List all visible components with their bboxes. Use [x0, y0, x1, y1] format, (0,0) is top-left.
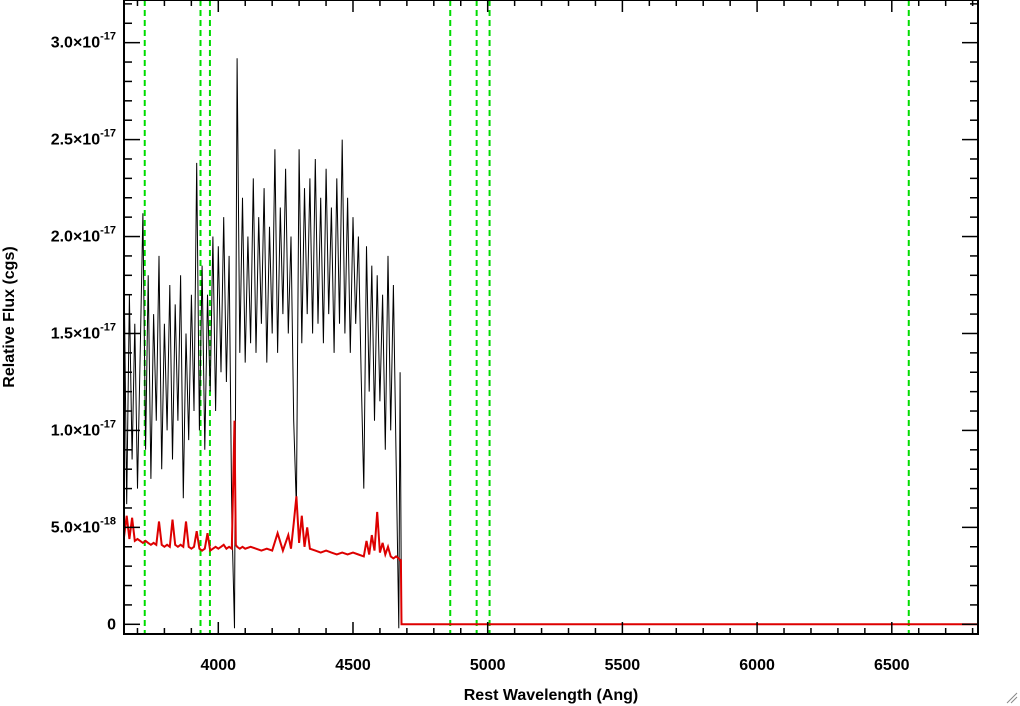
x-tick-label: 6000	[739, 657, 775, 674]
y-tick-label: 1.5×10-17	[51, 321, 116, 342]
plot-frame	[123, 0, 979, 635]
y-tick-label: 0	[107, 616, 116, 633]
x-tick-label: 5000	[470, 657, 506, 674]
y-tick-label: 2.5×10-17	[51, 128, 116, 149]
x-tick-label: 6500	[874, 657, 910, 674]
x-axis-label: Rest Wavelength (Ang)	[464, 687, 639, 704]
resize-grip-icon[interactable]	[1006, 692, 1018, 704]
x-tick-label: 4500	[335, 657, 371, 674]
x-tick-label: 4000	[200, 657, 236, 674]
y-tick-label: 1.0×10-17	[51, 418, 116, 439]
tick-layer: 4000 4500 5000 5500 6000 6500 0 5.0×10-18 1.0×10…	[51, 0, 978, 674]
series-line-0	[123, 58, 978, 629]
y-tick-label: 3.0×10-17	[51, 31, 116, 52]
y-tick-label: 2.0×10-17	[51, 225, 116, 246]
y-axis-label: Relative Flux (cgs)	[1, 246, 18, 387]
data-layer	[123, 0, 978, 634]
series-line-1	[123, 420, 978, 626]
y-tick-label: 5.0×10-18	[51, 515, 116, 536]
x-tick-label: 5500	[605, 657, 641, 674]
